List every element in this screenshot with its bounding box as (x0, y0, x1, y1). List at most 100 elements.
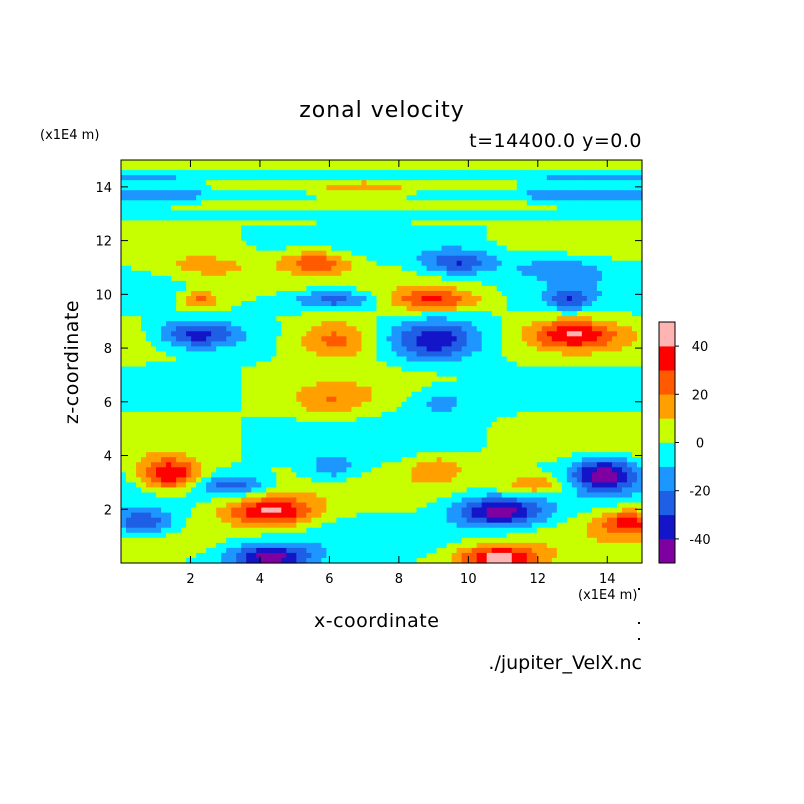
contour-cell (311, 311, 317, 317)
contour-cell (476, 316, 483, 322)
contour-cell (326, 215, 332, 222)
contour-cell (431, 285, 438, 292)
contour-cell (141, 331, 147, 337)
contour-cell (581, 301, 588, 307)
contour-cell (461, 386, 468, 393)
contour-cell (231, 366, 237, 373)
contour-cell (411, 306, 418, 312)
contour-cell (426, 200, 433, 206)
contour-cell (231, 215, 237, 222)
contour-cell (356, 361, 363, 368)
contour-cell (261, 260, 267, 267)
contour-cell (221, 245, 227, 252)
contour-cell (286, 245, 292, 252)
contour-cell (591, 215, 598, 222)
contour-cell (521, 321, 528, 327)
contour-cell (626, 321, 633, 327)
contour-cell (151, 215, 157, 222)
contour-cell (546, 346, 553, 353)
contour-cell (121, 391, 127, 398)
contour-cell (416, 230, 423, 237)
contour-cell (581, 311, 588, 317)
contour-cell (546, 270, 553, 277)
contour-cell (436, 170, 443, 176)
contour-cell (271, 346, 277, 353)
contour-cell (336, 260, 343, 267)
contour-cell (416, 316, 423, 322)
contour-cell (151, 351, 157, 358)
contour-cell (621, 361, 628, 368)
contour-cell (311, 225, 317, 232)
contour-cell (571, 376, 578, 383)
contour-cell (616, 210, 623, 217)
contour-cell (281, 225, 287, 232)
contour-cell (266, 331, 272, 337)
contour-cell (361, 190, 368, 196)
contour-cell (331, 270, 338, 277)
contour-cell (286, 280, 292, 287)
contour-cell (506, 366, 513, 373)
contour-cell (476, 240, 483, 247)
contour-cell (381, 321, 388, 327)
contour-cell (591, 265, 598, 272)
contour-cell (631, 285, 638, 292)
contour-cell (131, 391, 137, 398)
contour-cell (431, 371, 438, 378)
contour-cell (511, 351, 518, 358)
contour-cell (236, 280, 242, 287)
contour-cell (636, 195, 643, 201)
contour-cell (501, 371, 508, 378)
contour-cell (556, 336, 563, 342)
contour-cell (631, 245, 638, 252)
contour-cell (441, 215, 448, 222)
contour-cell (551, 321, 558, 327)
contour-cell (231, 170, 237, 176)
contour-cell (606, 376, 613, 383)
contour-cell (451, 240, 458, 247)
contour-cell (311, 245, 317, 252)
contour-cell (526, 245, 533, 252)
contour-cell (451, 301, 458, 307)
contour-cell (326, 260, 332, 267)
contour-cell (501, 326, 508, 332)
contour-cell (561, 245, 568, 252)
contour-cell (246, 336, 252, 342)
contour-cell (196, 285, 202, 292)
contour-cell (351, 265, 358, 272)
contour-cell (626, 200, 633, 206)
contour-cell (256, 346, 262, 353)
contour-cell (401, 351, 408, 358)
contour-cell (376, 301, 383, 307)
contour-cell (421, 260, 428, 267)
contour-cell (136, 361, 142, 368)
contour-cell (341, 381, 348, 388)
contour-cell (571, 306, 578, 312)
contour-cell (521, 225, 528, 232)
contour-cell (301, 210, 307, 217)
contour-cell (196, 316, 202, 322)
contour-cell (636, 331, 643, 337)
contour-cell (516, 170, 523, 176)
contour-cell (571, 316, 578, 322)
contour-cell (136, 391, 142, 398)
contour-cell (371, 160, 378, 166)
contour-cell (511, 250, 518, 257)
contour-cell (281, 391, 287, 398)
contour-cell (166, 215, 172, 222)
contour-cell (421, 265, 428, 272)
contour-cell (431, 290, 438, 297)
contour-cell (521, 306, 528, 312)
contour-cell (501, 160, 508, 166)
contour-cell (596, 341, 603, 347)
contour-cell (561, 285, 568, 292)
contour-cell (176, 290, 182, 297)
contour-cell (576, 250, 583, 257)
contour-cell (196, 160, 202, 166)
contour-cell (591, 361, 598, 368)
contour-cell (256, 285, 262, 292)
contour-cell (486, 195, 493, 201)
contour-cell (446, 316, 453, 322)
contour-cell (471, 190, 478, 196)
contour-cell (126, 331, 132, 337)
contour-cell (416, 200, 423, 206)
